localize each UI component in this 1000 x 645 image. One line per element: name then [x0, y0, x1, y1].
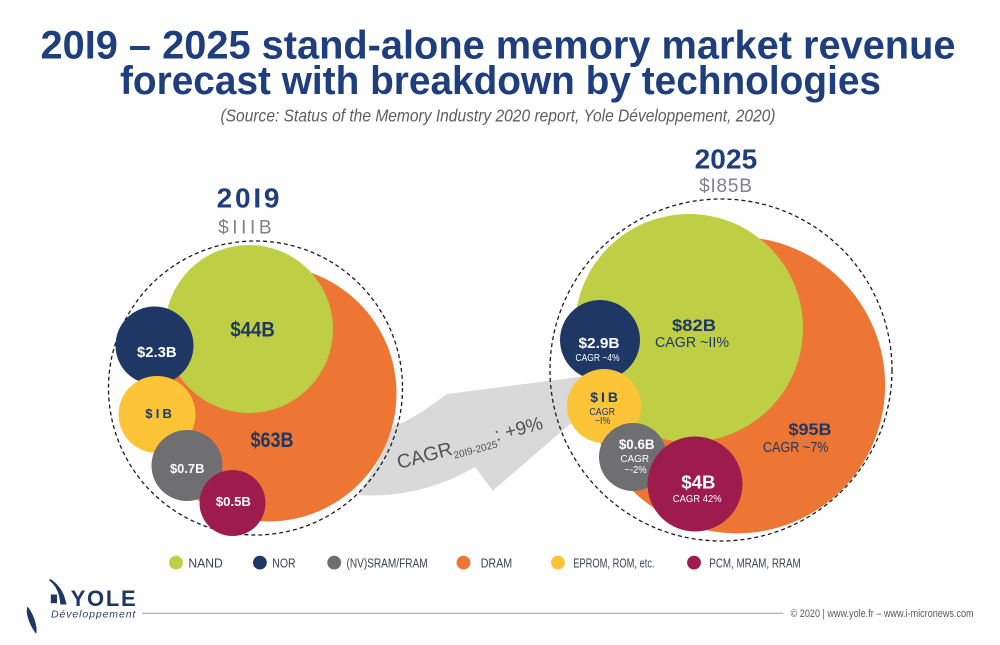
svg-text:20I9 – 2025 stand-alone memory: 20I9 – 2025 stand-alone memory market re… — [41, 24, 956, 68]
svg-text:CAGR: CAGR — [620, 453, 649, 465]
svg-text:$95B: $95B — [789, 421, 832, 439]
svg-text:(NV)SRAM/FRAM: (NV)SRAM/FRAM — [347, 555, 428, 570]
svg-text:YOLE: YOLE — [71, 586, 138, 611]
svg-text:$2.9B: $2.9B — [579, 336, 620, 352]
svg-text:EPROM, ROM, etc.: EPROM, ROM, etc. — [573, 555, 654, 570]
svg-text:© 2020 | www.yole.fr – www.i-m: © 2020 | www.yole.fr – www.i-micronews.c… — [791, 608, 974, 620]
svg-text:NOR: NOR — [272, 555, 295, 570]
svg-text:~I%: ~I% — [595, 416, 611, 427]
svg-text:20I9: 20I9 — [217, 182, 283, 213]
svg-text:$I85B: $I85B — [699, 176, 753, 197]
svg-text:$0.5B: $0.5B — [216, 494, 251, 509]
svg-text:$IIIB: $IIIB — [218, 218, 275, 239]
svg-text:CAGR ~7%: CAGR ~7% — [763, 440, 829, 456]
svg-text:$IB: $IB — [590, 389, 621, 405]
svg-text:$0.7B: $0.7B — [170, 461, 204, 476]
svg-text:CAGR ~II%: CAGR ~II% — [655, 335, 729, 351]
svg-text:Développement: Développement — [51, 609, 136, 621]
svg-text:CAGR: CAGR — [589, 407, 615, 418]
svg-text:$2.3B: $2.3B — [137, 345, 177, 361]
svg-text:2025: 2025 — [695, 144, 758, 175]
svg-text:PCM, MRAM, RRAM: PCM, MRAM, RRAM — [709, 555, 800, 570]
svg-text:CAGR ~4%: CAGR ~4% — [576, 352, 620, 364]
svg-text:DRAM: DRAM — [481, 555, 513, 570]
svg-text:~-2%: ~-2% — [624, 464, 646, 476]
svg-text:CAGR 42%: CAGR 42% — [673, 494, 722, 505]
svg-text:$0.6B: $0.6B — [619, 436, 655, 452]
svg-text:$4B: $4B — [681, 473, 715, 493]
svg-text:$63B: $63B — [251, 429, 294, 452]
svg-text:forecast with breakdown by tec: forecast with breakdown by technologies — [120, 59, 881, 103]
svg-text:$IB: $IB — [145, 406, 175, 421]
svg-text:$44B: $44B — [230, 319, 275, 342]
svg-text:(Source: Status of the Memory: (Source: Status of the Memory Industry 2… — [221, 106, 776, 126]
svg-text:$82B: $82B — [672, 317, 716, 335]
svg-text:NAND: NAND — [188, 555, 222, 570]
